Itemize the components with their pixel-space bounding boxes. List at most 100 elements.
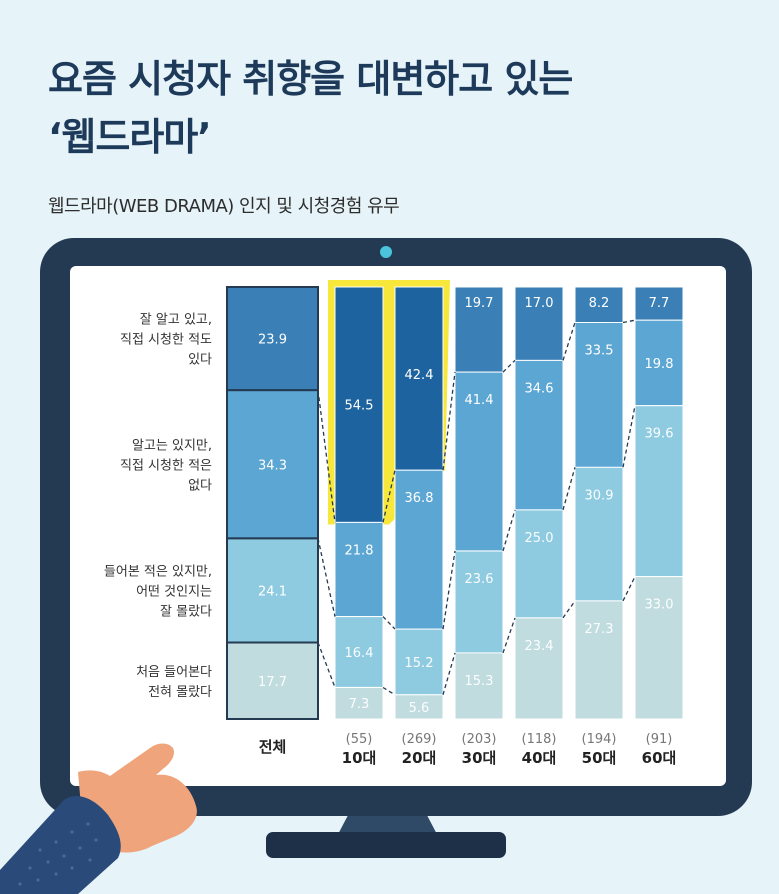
data-label: 27.3	[585, 622, 614, 637]
connector-line	[442, 550, 456, 630]
series-label: 잘 몰랐다	[160, 605, 212, 620]
data-label: 21.8	[345, 543, 374, 558]
bar-segment	[514, 617, 564, 720]
connector-line	[502, 359, 516, 373]
connector-line	[562, 467, 576, 511]
monitor-stand-base	[266, 832, 506, 858]
category-label: 20대	[402, 749, 437, 767]
hand-sleeve	[0, 795, 121, 894]
series-label: 전혀 몰랐다	[148, 685, 212, 700]
series-label: 직접 시청한 적도	[120, 333, 212, 348]
page-title-line-2: ‘웹드라마’	[48, 115, 212, 159]
connector-line	[382, 616, 396, 630]
data-label: 5.6	[409, 701, 430, 716]
bar-segment	[226, 389, 319, 540]
sleeve-pattern	[18, 822, 98, 886]
series-label: 있다	[188, 353, 212, 368]
series-label: 직접 시청한 적은	[120, 458, 212, 473]
data-label: 30.9	[585, 488, 614, 503]
series-label: 들어본 적은 있지만,	[104, 565, 212, 580]
data-label: 19.8	[645, 357, 674, 372]
data-label: 8.2	[589, 296, 610, 311]
connector-line	[442, 652, 456, 695]
page-title: 요즘 시청자 취향을 대변하고 있는 ‘웹드라마’	[48, 50, 573, 166]
connector-line	[382, 686, 396, 696]
bar-segment	[634, 319, 684, 407]
bar-segment	[334, 521, 384, 618]
data-label: 16.4	[345, 646, 374, 661]
bar-segment	[454, 286, 504, 373]
bar-segment	[394, 694, 444, 720]
series-label: 어떤 것인지는	[136, 585, 212, 600]
data-label: 54.5	[345, 399, 374, 414]
data-label: 34.3	[258, 458, 287, 473]
bar-segment	[454, 550, 504, 654]
bar-segment	[574, 286, 624, 323]
bar-segment	[226, 286, 319, 392]
sample-size-label: (203)	[462, 732, 497, 747]
data-label: 34.6	[525, 381, 554, 396]
series-label: 없다	[188, 478, 212, 493]
connector-line	[502, 617, 516, 654]
data-label: 23.9	[258, 333, 287, 348]
data-label: 41.4	[465, 393, 494, 408]
bar-segment	[574, 322, 624, 468]
bar-segment	[226, 537, 319, 644]
series-label: 처음 들어본다	[136, 665, 212, 680]
data-label: 25.0	[525, 531, 554, 546]
sample-size-label: (269)	[402, 732, 437, 747]
data-label: 15.2	[405, 656, 434, 671]
series-label: 잘 알고 있고,	[140, 313, 212, 328]
bar-segment	[574, 600, 624, 720]
page-title-line-1: 요즘 시청자 취향을 대변하고 있는	[48, 57, 573, 101]
sample-size-label: (91)	[646, 732, 673, 747]
bar-segment	[514, 286, 564, 361]
data-label: 39.6	[645, 427, 674, 442]
connector-line	[317, 538, 336, 617]
data-label: 15.3	[465, 674, 494, 689]
bar-segment	[634, 576, 684, 720]
connector-line	[442, 372, 456, 471]
data-label: 23.4	[525, 639, 554, 654]
bar-segment	[394, 628, 444, 696]
connector-line	[317, 642, 336, 688]
connector-line	[622, 319, 636, 324]
data-label: 17.7	[258, 675, 287, 690]
bar-segment	[394, 469, 444, 630]
data-label: 42.4	[405, 368, 434, 383]
bar-segment	[394, 286, 444, 471]
data-label: 33.0	[645, 598, 674, 613]
data-label: 19.7	[465, 296, 494, 311]
bar-segment	[634, 405, 684, 578]
category-label: 60대	[642, 749, 677, 767]
data-label: 33.5	[585, 344, 614, 359]
series-label: 알고는 있지만,	[132, 438, 212, 453]
category-label: 전체	[259, 738, 287, 756]
sample-size-label: (118)	[522, 732, 557, 747]
connector-line	[382, 470, 396, 523]
connector-line	[562, 600, 576, 619]
bar-segment	[334, 286, 384, 523]
bar-segment	[634, 286, 684, 321]
category-label: 10대	[342, 749, 377, 767]
bar-segment	[334, 687, 384, 720]
sample-size-label: (194)	[582, 732, 617, 747]
data-label: 17.0	[525, 296, 554, 311]
bar-segment	[514, 359, 564, 511]
category-label: 40대	[522, 749, 557, 767]
connector-line	[622, 576, 636, 602]
data-label: 7.3	[349, 697, 370, 712]
data-label: 36.8	[405, 491, 434, 506]
data-label: 24.1	[258, 585, 287, 600]
connector-line	[622, 405, 636, 468]
connector-line	[502, 509, 516, 552]
connector-line	[317, 390, 336, 523]
bar-segment	[514, 509, 564, 619]
chart-title: 웹드라마(WEB DRAMA) 인지 및 시청경험 유무	[48, 196, 400, 217]
bar-segment	[226, 641, 319, 720]
webcam-dot	[380, 246, 392, 258]
category-label: 50대	[582, 749, 617, 767]
bar-segment	[334, 616, 384, 688]
